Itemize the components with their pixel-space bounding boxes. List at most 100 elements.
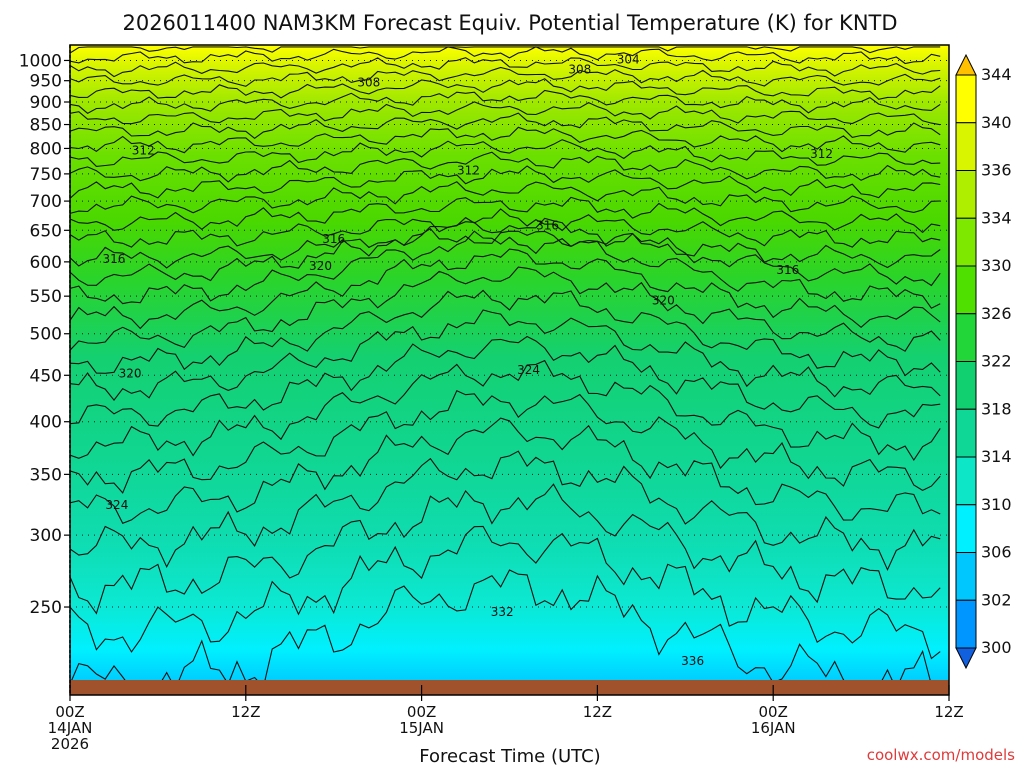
y-tick-label: 750 (30, 165, 62, 185)
contour-line (70, 181, 941, 214)
theta-e-field (70, 45, 949, 695)
colorbar-label: 330 (981, 256, 1012, 275)
contour-line (70, 46, 941, 54)
contour-line (70, 230, 941, 309)
contour-line (70, 78, 941, 100)
colorbar-label: 340 (981, 113, 1012, 132)
contour-line (70, 165, 941, 199)
colorbar: 344 340 336 334 330 326 322 318 314 310 306 302 300 (955, 53, 1012, 670)
colorbar-label: 322 (981, 352, 1012, 371)
y-tick-label: 650 (30, 221, 62, 241)
contour-label: 316 (102, 252, 125, 266)
x-tick-label: 16JAN (751, 719, 796, 737)
contour-label: 312 (457, 164, 480, 178)
contour-lines (70, 46, 941, 691)
colorbar-segment (955, 217, 977, 267)
contour-line (70, 525, 941, 660)
contour-label: 324 (517, 363, 540, 377)
contour-line (70, 266, 941, 352)
y-tick-label: 400 (30, 413, 62, 433)
x-tick-label: 00Z (407, 703, 436, 721)
contour-label: 312 (132, 143, 155, 157)
contour-labels: 336 332 324 324 320 320 320 316 316 316 316 312 312 3… (102, 53, 833, 668)
contour-line (70, 196, 941, 234)
contour-label: 308 (568, 63, 591, 77)
y-tick-label: 800 (30, 139, 62, 159)
plot-area: 336 332 324 324 320 320 320 316 316 316 316 312 312 3… (19, 44, 964, 753)
contour-label: 332 (491, 605, 514, 619)
colorbar-segment (955, 313, 977, 362)
x-tick-label: 12Z (583, 703, 612, 721)
colorbar-segment (955, 552, 977, 601)
colorbar-label: 306 (981, 543, 1012, 562)
colorbar-label: 310 (981, 495, 1012, 514)
colorbar-segment (955, 122, 977, 171)
x-tick-label: 2026 (51, 735, 89, 753)
y-tick-label: 950 (30, 72, 62, 92)
colorbar-segment (955, 170, 977, 219)
contour-line (70, 483, 941, 615)
contour-line (70, 101, 941, 126)
y-tick-label: 600 (30, 253, 62, 273)
contour-line (70, 66, 941, 87)
colorbar-segment (955, 74, 977, 124)
contour-line (70, 46, 941, 65)
contour-line (70, 89, 941, 114)
contour-label: 316 (536, 218, 559, 232)
y-tick-label: 250 (30, 598, 62, 618)
colorbar-label: 326 (981, 304, 1012, 323)
colorbar-segment (955, 456, 977, 506)
contour-label: 316 (322, 232, 345, 246)
contour-label: 320 (309, 259, 332, 273)
contour-label: 312 (810, 147, 833, 161)
contour-label: 304 (617, 53, 640, 67)
contour-line (70, 227, 941, 269)
contour-label: 316 (776, 263, 799, 277)
y-tick-label: 700 (30, 192, 62, 212)
contour-line (70, 208, 941, 248)
y-tick-label: 500 (30, 325, 62, 345)
contour-line (70, 112, 941, 139)
x-axis-title: Forecast Time (UTC) (419, 746, 600, 767)
contour-line (70, 450, 941, 572)
contour-line (70, 248, 941, 330)
contour-line (70, 126, 941, 154)
x-tick-label: 00Z (55, 703, 84, 721)
chart-title: 2026011400 NAM3KM Forecast Equiv. Potent… (122, 11, 897, 35)
colorbar-segment (955, 361, 977, 410)
contour-line (70, 151, 941, 183)
ground-surface (70, 680, 949, 695)
colorbar-segment (955, 265, 977, 315)
contour-label: 336 (681, 654, 704, 668)
y-tick-label: 350 (30, 465, 62, 485)
credit-text: coolwx.com/models (867, 746, 1015, 764)
y-tick-label: 300 (30, 526, 62, 546)
x-tick-label: 15JAN (399, 719, 444, 737)
y-tick-label: 1000 (19, 51, 62, 71)
y-tick-label: 900 (30, 93, 62, 113)
contour-line (70, 289, 941, 377)
contour-label: 324 (105, 498, 128, 512)
colorbar-top-arrow (955, 53, 977, 76)
contour-label: 308 (357, 75, 380, 89)
colorbar-label: 344 (981, 65, 1012, 84)
contour-label: 320 (652, 293, 675, 307)
colorbar-label: 318 (981, 399, 1012, 418)
colorbar-label: 302 (981, 590, 1012, 609)
contour-line (70, 569, 941, 691)
pressure-axis: 250 300 350 400 450 500 550 600 650 700 750 800 850 9… (19, 45, 71, 695)
contour-line (70, 309, 941, 401)
colorbar-label: 336 (981, 161, 1012, 180)
x-tick-label: 00Z (759, 703, 788, 721)
contour-label: 320 (119, 367, 142, 381)
contour-line (70, 359, 941, 462)
colorbar-segment (955, 504, 977, 553)
x-tick-label: 14JAN (48, 719, 93, 737)
colorbar-segment (955, 599, 977, 649)
contour-line (70, 217, 941, 287)
contour-line (70, 139, 941, 167)
pressure-grid (70, 59, 949, 608)
contour-line (70, 417, 941, 524)
